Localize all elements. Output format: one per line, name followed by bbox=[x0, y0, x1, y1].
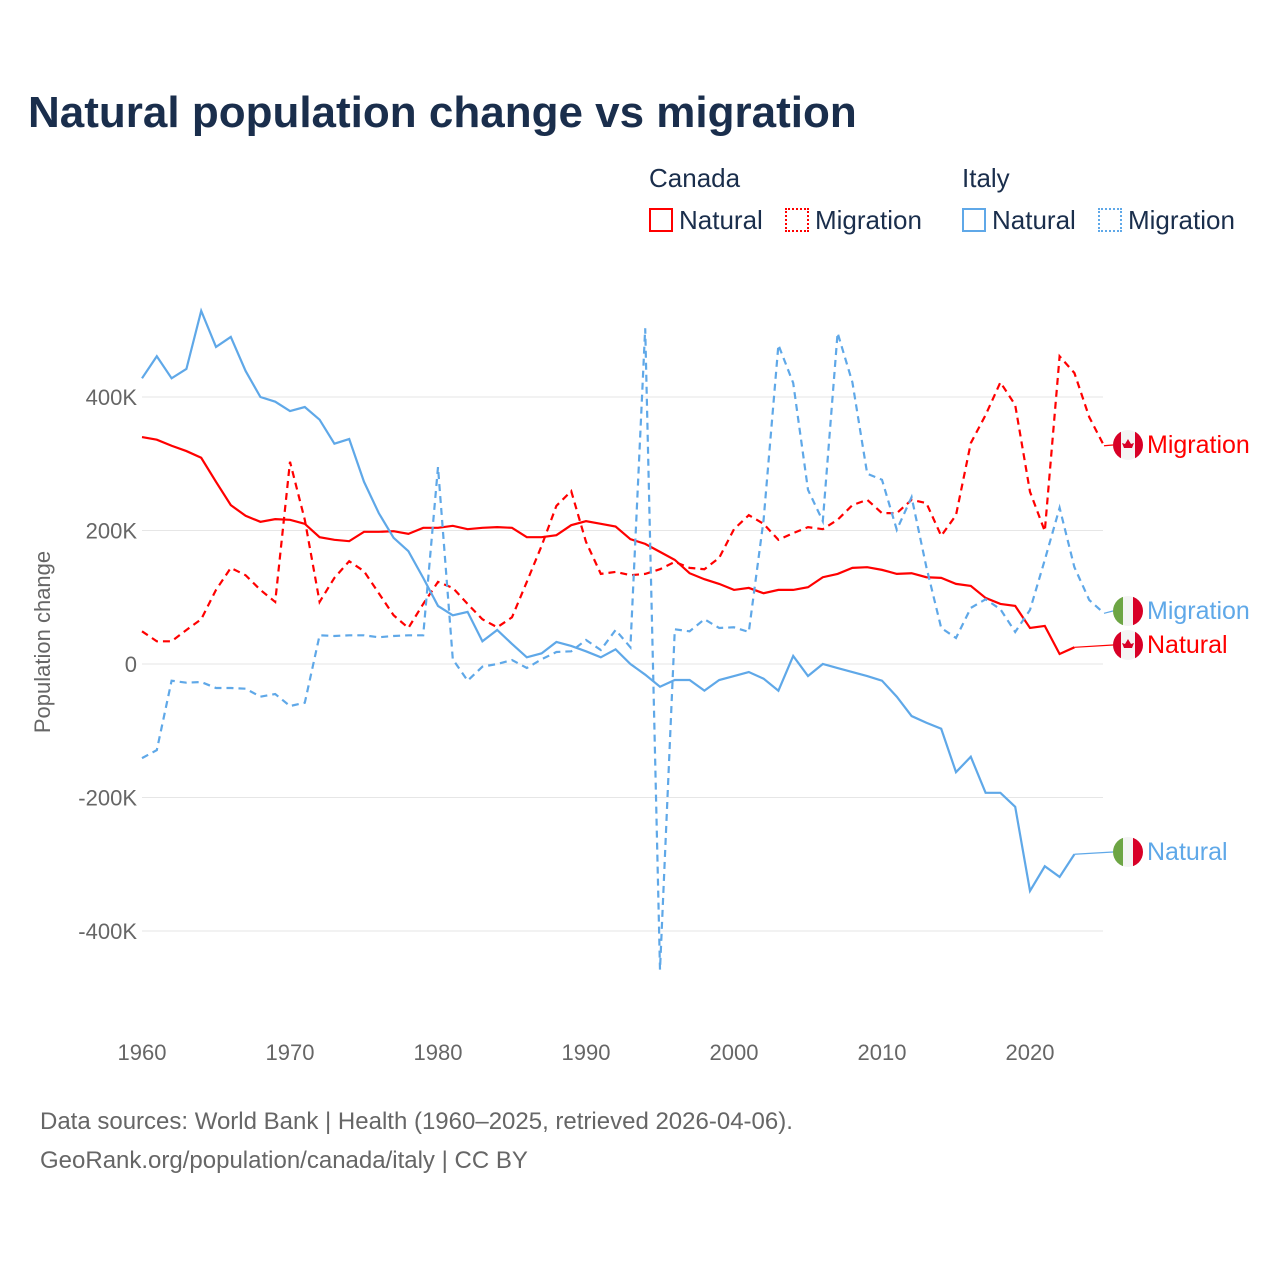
series-end-label: Migration bbox=[1147, 431, 1250, 459]
legend-group-canada: Canada bbox=[649, 163, 741, 193]
label-connector bbox=[1074, 644, 1114, 648]
series-line-italy-natural[interactable] bbox=[141, 307, 1076, 895]
legend-canada-natural[interactable]: Natural bbox=[649, 205, 763, 236]
legend-label: Natural bbox=[679, 205, 763, 235]
y-tick-label: -200K bbox=[78, 786, 137, 811]
y-tick-label: -400K bbox=[78, 919, 137, 944]
y-tick-label: 200K bbox=[86, 519, 138, 544]
canada-flag-icon bbox=[1113, 430, 1143, 460]
legend-label: Natural bbox=[992, 205, 1076, 235]
x-tick-label: 1990 bbox=[562, 1040, 611, 1065]
y-tick-label: 400K bbox=[86, 385, 138, 410]
legend-label: Migration bbox=[1128, 205, 1235, 235]
label-connector bbox=[1103, 444, 1114, 447]
footer-sources: Data sources: World Bank | Health (1960–… bbox=[40, 1108, 793, 1135]
series-line-canada-migration[interactable] bbox=[141, 353, 1105, 643]
italy-flag-icon bbox=[1113, 837, 1143, 867]
canada-flag-icon bbox=[1113, 630, 1143, 660]
label-connector bbox=[1103, 610, 1114, 614]
series-end-label: Natural bbox=[1147, 631, 1228, 659]
series-line-italy-migration[interactable] bbox=[141, 328, 1105, 970]
x-tick-label: 2000 bbox=[710, 1040, 759, 1065]
legend-swatch bbox=[785, 208, 809, 232]
series-end-label: Natural bbox=[1147, 838, 1228, 866]
legend-label: Migration bbox=[815, 205, 922, 235]
y-tick-label: 0 bbox=[125, 652, 137, 677]
legend-swatch bbox=[962, 208, 986, 232]
x-tick-label: 1980 bbox=[414, 1040, 463, 1065]
italy-flag-icon bbox=[1113, 596, 1143, 626]
legend-italy-natural[interactable]: Natural bbox=[962, 205, 1076, 236]
legend-swatch bbox=[649, 208, 673, 232]
legend-canada-migration[interactable]: Migration bbox=[785, 205, 922, 236]
chart-title: Natural population change vs migration bbox=[28, 88, 857, 137]
x-tick-label: 2010 bbox=[858, 1040, 907, 1065]
x-tick-label: 2020 bbox=[1006, 1040, 1055, 1065]
series-line-canada-natural[interactable] bbox=[141, 435, 1075, 656]
legend-swatch bbox=[1098, 208, 1122, 232]
legend-italy-migration[interactable]: Migration bbox=[1098, 205, 1235, 236]
label-connector bbox=[1074, 851, 1114, 855]
series-end-label: Migration bbox=[1147, 597, 1250, 625]
x-tick-label: 1960 bbox=[118, 1040, 167, 1065]
x-tick-label: 1970 bbox=[266, 1040, 315, 1065]
y-axis-label: Population change bbox=[30, 551, 55, 733]
footer-credit[interactable]: GeoRank.org/population/canada/italy | CC… bbox=[40, 1147, 528, 1174]
legend-group-italy: Italy bbox=[962, 163, 1010, 193]
